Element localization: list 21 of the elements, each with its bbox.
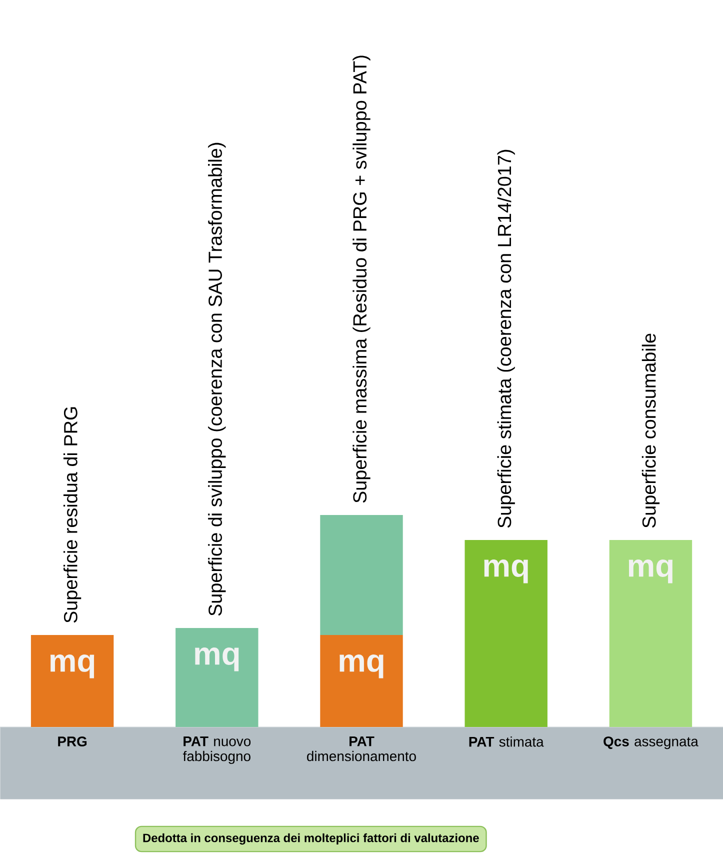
text: Dedotta in conseguenza dei molteplici fattori di valutazione	[143, 833, 479, 845]
annotation: mq	[340, 654, 384, 678]
annotation: Superficie stimata (coerenza con LR14/2017)	[497, 150, 515, 528]
annotation: mq	[628, 559, 672, 584]
bar	[609, 540, 692, 727]
x-tick-label: PAT stimata	[469, 736, 544, 747]
bar	[320, 514, 403, 635]
bar	[30, 634, 114, 727]
annotation: Superficie di sviluppo (coerenza con SAU Trasformabile)	[208, 142, 226, 616]
x-tick-label: PAT dimensionamento	[307, 736, 416, 762]
annotation: mq	[484, 559, 528, 584]
bar	[320, 634, 403, 727]
annotation: Superficie consumabile	[642, 334, 660, 528]
x-tick-label: PRG	[58, 736, 87, 746]
bar	[464, 540, 548, 727]
annotation: mq	[50, 654, 94, 678]
annotation: Superficie massima (Residuo di PRG + sviluppo PAT)	[352, 56, 370, 503]
annotation: mq	[195, 647, 239, 672]
x-tick-label: PAT nuovo fabbisogno	[182, 736, 251, 764]
annotation: Superficie residua di PRG	[63, 407, 82, 623]
x-tick-label: Qcs assegnata	[604, 736, 698, 750]
